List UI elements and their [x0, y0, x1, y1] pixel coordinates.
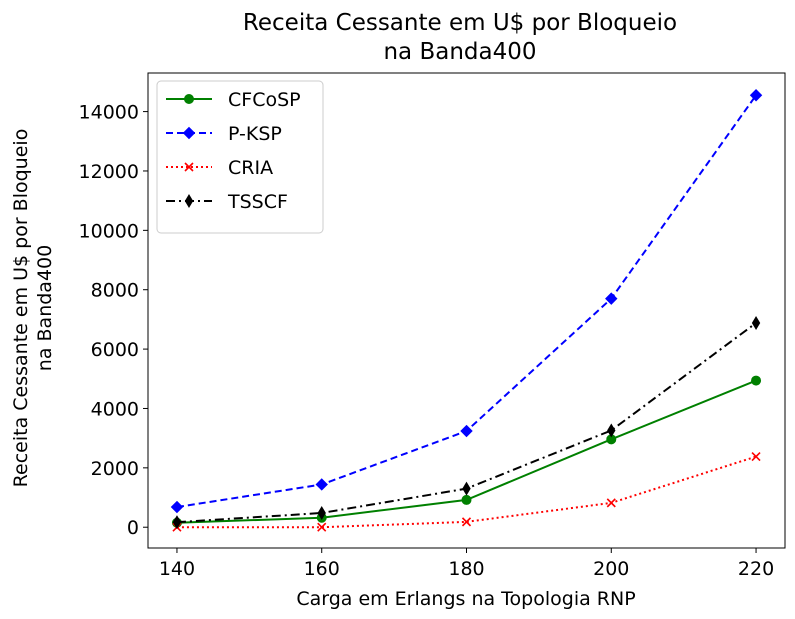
series-tsscf — [172, 315, 761, 530]
data-point-p-ksp-220 — [749, 89, 763, 102]
y-tick-label: 0 — [127, 517, 139, 539]
data-point-cfcosp-220 — [751, 375, 762, 386]
data-point-p-ksp-140 — [170, 500, 184, 514]
series-cfcosp — [171, 375, 762, 528]
legend-entry-p-ksp: P-KSP — [166, 123, 282, 145]
data-point-cria-200 — [606, 498, 616, 508]
y-tick-label: 6000 — [91, 339, 139, 361]
y-tick-label: 12000 — [79, 161, 139, 183]
legend-marker-tsscf — [184, 194, 194, 208]
data-point-tsscf-200 — [607, 423, 616, 438]
x-tick-label: 140 — [159, 558, 195, 580]
y-axis-label-line-1: Receita Cessante em U$ por Bloqueio — [10, 129, 32, 488]
chart-title-line-2: na Banda400 — [383, 39, 536, 65]
data-point-tsscf-160 — [317, 505, 326, 520]
chart-title-line-1: Receita Cessante em U$ por Bloqueio — [243, 10, 677, 36]
legend-label-tsscf: TSSCF — [227, 191, 288, 213]
y-tick-label: 14000 — [79, 102, 139, 124]
data-point-cfcosp-180 — [461, 494, 472, 505]
y-tick-label: 10000 — [79, 220, 139, 242]
legend-label-cria: CRIA — [228, 157, 273, 179]
data-point-tsscf-140 — [172, 515, 182, 530]
axes: 140 160 180 200 220 0 2000 4000 6000 8000 10000 120… — [79, 72, 786, 580]
legend-entry-tsscf: TSSCF — [166, 191, 288, 213]
legend-label-p-ksp: P-KSP — [228, 123, 282, 145]
x-tick-label: 160 — [304, 558, 340, 580]
data-point-cria-160 — [317, 522, 327, 532]
legend-marker-p-ksp — [182, 126, 196, 140]
data-point-tsscf-180 — [462, 481, 471, 496]
y-tick-label: 4000 — [91, 398, 139, 420]
data-point-p-ksp-200 — [605, 292, 618, 305]
data-point-cria-220 — [751, 451, 761, 462]
series-line-cria — [176, 455, 757, 529]
legend-box — [156, 80, 324, 234]
legend-entry-cfcosp: CFCoSP — [166, 89, 301, 111]
series-p-ksp — [170, 89, 763, 514]
y-tick-label: 2000 — [91, 458, 139, 480]
y-axis-label-line-2: na Banda400 — [34, 245, 56, 371]
legend: CFCoSP P-KSP CRIA TSSCF — [156, 80, 324, 234]
legend-label-cfcosp: CFCoSP — [228, 89, 301, 111]
x-axis-label: Carga em Erlangs na Topologia RNP — [296, 588, 635, 610]
x-tick-label: 180 — [448, 558, 484, 580]
data-point-tsscf-220 — [751, 315, 761, 330]
legend-marker-cfcosp — [184, 94, 194, 104]
legend-marker-cria — [184, 162, 194, 172]
x-tick-label: 220 — [738, 558, 774, 580]
x-tick-label: 200 — [593, 558, 629, 580]
data-point-cria-180 — [461, 517, 472, 527]
legend-entry-cria: CRIA — [166, 157, 273, 179]
plot-area — [170, 89, 763, 532]
data-point-p-ksp-160 — [315, 478, 328, 491]
y-tick-label: 8000 — [91, 280, 139, 302]
data-point-p-ksp-180 — [460, 424, 473, 438]
